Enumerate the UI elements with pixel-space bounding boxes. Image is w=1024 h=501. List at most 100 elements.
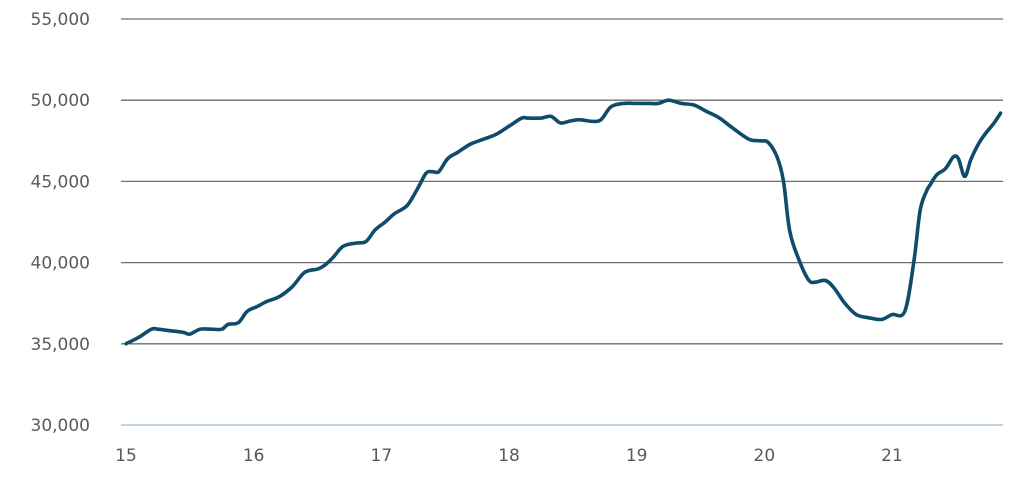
y-tick-label: 55,000 — [31, 10, 90, 30]
data-point — [880, 318, 884, 321]
data-point — [220, 327, 224, 331]
data-point — [692, 103, 696, 107]
data-point — [392, 212, 396, 216]
data-point — [788, 230, 792, 234]
data-point — [807, 279, 811, 282]
x-tick-label: 15 — [115, 446, 137, 466]
data-point — [415, 188, 419, 191]
data-point — [245, 309, 249, 313]
data-point — [590, 119, 594, 123]
data-point — [364, 240, 368, 243]
data-point — [431, 170, 434, 174]
data-point — [469, 142, 473, 146]
data-point — [156, 327, 160, 331]
data-point — [951, 155, 955, 159]
data-point — [456, 150, 460, 154]
data-point — [226, 322, 230, 326]
data-point — [759, 139, 762, 143]
data-point — [210, 327, 213, 331]
y-tick-label: 45,000 — [31, 172, 90, 192]
data-point — [316, 267, 319, 271]
data-point — [599, 118, 603, 122]
data-point — [549, 115, 553, 118]
data-point — [182, 331, 185, 334]
y-tick-label: 30,000 — [31, 416, 90, 436]
data-point — [747, 137, 751, 141]
x-tick-label: 18 — [498, 446, 520, 466]
data-point — [494, 132, 498, 136]
data-point — [833, 287, 836, 290]
data-point — [341, 245, 345, 248]
data-point — [798, 261, 802, 264]
data-point — [622, 102, 626, 105]
y-tick-label: 40,000 — [31, 254, 90, 274]
data-point — [890, 313, 894, 316]
data-point — [667, 98, 670, 102]
data-point — [424, 171, 428, 175]
x-tick-label: 21 — [881, 446, 903, 466]
data-point — [198, 327, 202, 331]
y-tick-label: 50,000 — [31, 91, 90, 111]
data-point — [507, 124, 511, 128]
y-axis-tick-labels: 30,000 35,000 40,000 45,000 50,000 55,000 — [31, 10, 90, 436]
data-point — [124, 342, 128, 346]
data-point — [256, 305, 259, 308]
data-point — [775, 155, 779, 159]
data-point — [265, 300, 268, 303]
data-point — [843, 301, 847, 305]
data-point — [969, 157, 973, 161]
data-point — [303, 270, 307, 274]
data-point — [635, 102, 639, 105]
data-point — [609, 105, 613, 109]
data-point — [903, 309, 907, 313]
data-point — [935, 173, 939, 177]
data-point — [331, 256, 335, 260]
data-point — [373, 228, 377, 232]
x-tick-label: 17 — [371, 446, 393, 466]
data-point — [322, 264, 326, 268]
data-point — [577, 118, 581, 122]
data-point — [188, 332, 192, 336]
data-point — [957, 157, 960, 161]
data-point — [814, 280, 817, 284]
data-point — [928, 183, 932, 187]
data-point — [526, 116, 530, 120]
x-tick-label: 20 — [754, 446, 776, 466]
x-axis-tick-labels: 15 16 17 18 19 20 21 — [115, 446, 903, 466]
data-point — [925, 189, 928, 193]
data-point — [437, 170, 441, 174]
data-point — [558, 121, 562, 125]
data-point — [918, 209, 922, 213]
data-point — [657, 102, 660, 105]
data-point — [731, 126, 734, 130]
data-point — [539, 116, 543, 120]
data-point — [567, 119, 571, 123]
data-point — [383, 220, 387, 224]
data-point — [782, 180, 785, 183]
gridlines — [121, 18, 1003, 426]
data-point — [912, 261, 916, 264]
data-point — [236, 321, 240, 325]
data-point — [405, 204, 409, 208]
data-point — [867, 316, 871, 320]
data-point — [290, 285, 294, 289]
series-layer — [124, 98, 1003, 346]
x-tick-label: 16 — [243, 446, 265, 466]
data-point — [766, 141, 770, 144]
data-point — [277, 295, 281, 299]
data-point — [824, 279, 827, 282]
data-point — [648, 102, 651, 105]
data-point — [150, 327, 153, 331]
data-point — [169, 329, 173, 333]
data-point — [520, 116, 524, 120]
data-point — [446, 157, 450, 161]
data-point — [944, 167, 947, 170]
data-point — [137, 335, 141, 339]
data-point — [980, 137, 983, 141]
data-point — [992, 121, 996, 125]
data-point — [718, 116, 721, 120]
data-point — [705, 110, 709, 113]
data-point — [854, 313, 858, 316]
